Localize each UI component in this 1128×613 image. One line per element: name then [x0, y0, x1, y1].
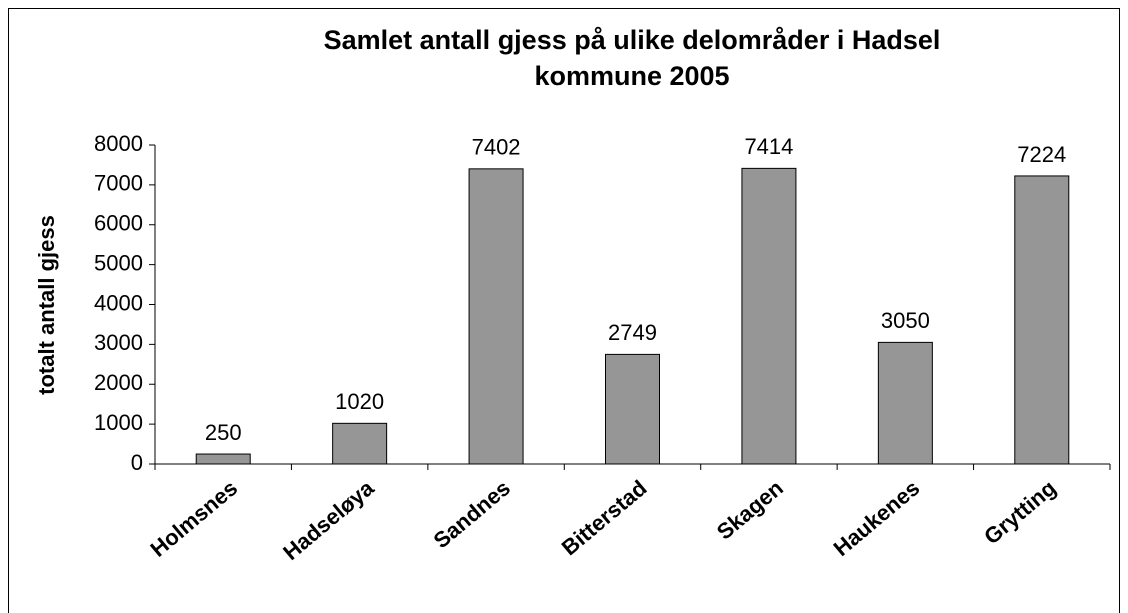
value-label: 7224	[1017, 142, 1066, 167]
value-label: 1020	[335, 389, 384, 414]
x-tick-label: Hadseløya	[278, 475, 379, 565]
x-tick-label: Skagen	[712, 475, 788, 544]
y-tick-label: 7000	[94, 171, 143, 196]
x-tick-label: Sandnes	[429, 475, 515, 553]
value-label: 7402	[472, 135, 521, 160]
bar	[332, 422, 388, 465]
x-tick-label: Grytting	[979, 475, 1061, 549]
bar	[468, 168, 524, 465]
value-label: 2749	[608, 320, 657, 345]
chart-border	[8, 8, 1120, 613]
value-label: 3050	[881, 308, 930, 333]
y-tick-label: 5000	[94, 250, 143, 275]
x-tick-label: Holmsnes	[146, 475, 243, 562]
bar	[741, 167, 797, 465]
y-tick-label: 1000	[94, 410, 143, 435]
bar	[605, 353, 660, 465]
x-tick-label: Haukenes	[829, 475, 925, 561]
y-tick-label: 3000	[94, 330, 143, 355]
bar	[1014, 175, 1070, 465]
value-label: 7414	[744, 134, 793, 159]
y-tick-label: 4000	[94, 290, 143, 315]
bar	[195, 453, 251, 465]
y-axis-label: totalt antall gjess	[34, 215, 59, 395]
bar	[877, 341, 933, 465]
y-tick-label: 6000	[94, 211, 143, 236]
y-tick-label: 8000	[94, 131, 143, 156]
value-label: 250	[205, 420, 242, 445]
y-tick-label: 2000	[94, 370, 143, 395]
y-tick-label: 0	[131, 450, 143, 475]
x-tick-label: Bitterstad	[557, 475, 652, 560]
chart-title: Samlet antall gjess på ulike delområder …	[323, 25, 941, 91]
